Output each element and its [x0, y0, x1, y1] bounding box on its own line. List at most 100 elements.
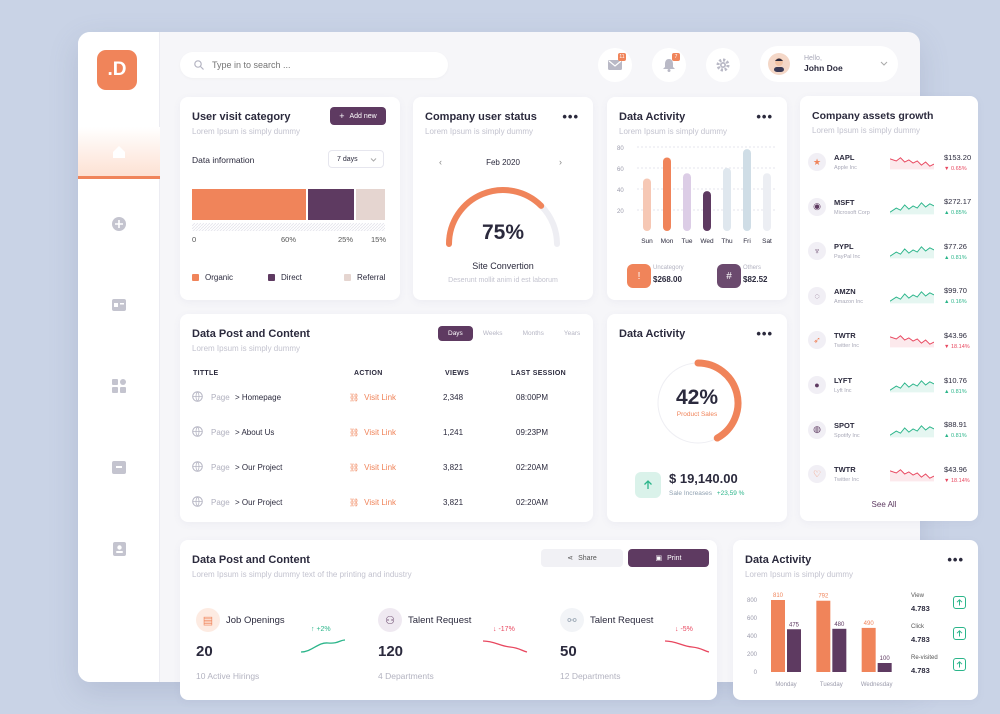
bar-wed — [703, 191, 711, 231]
user-greeting: Hello, — [804, 55, 822, 62]
row-type: Page — [211, 392, 230, 402]
range-select[interactable]: 7 days — [328, 150, 384, 168]
legend-direct-label: Direct — [281, 273, 302, 282]
see-all-link[interactable]: See All — [871, 500, 897, 509]
app-logo[interactable]: .D — [97, 50, 137, 90]
asset-change: ▲ 0.81% — [944, 389, 967, 395]
asset-row-twtr[interactable]: ♡ TWTR Twitter Inc $43.96 ▼ 18.14% — [808, 456, 974, 492]
visit-link[interactable]: ⛓ Visit Link — [349, 428, 443, 437]
metric-up-button[interactable] — [953, 658, 966, 671]
activity2-title: Data Activity — [619, 328, 686, 340]
asset-change: ▲ 0.85% — [944, 210, 971, 216]
row-views: 2,348 — [443, 392, 464, 402]
posts2-card: Data Post and Content Lorem Ipsum is sim… — [180, 540, 717, 700]
activity3-title: Data Activity — [745, 554, 812, 566]
asset-price: $88.91 — [944, 420, 967, 430]
next-month-button[interactable]: › — [559, 157, 562, 167]
pct-direct: 25% — [338, 235, 354, 244]
row-type: Page — [211, 497, 230, 507]
metric-value: 4.783 — [911, 666, 930, 675]
add-new-button[interactable]: + Add new — [330, 107, 386, 125]
more-options-icon[interactable]: ••• — [756, 109, 773, 124]
row-views: 3,821 — [443, 462, 464, 472]
sidebar-item-cards[interactable] — [78, 280, 160, 330]
avatar — [768, 53, 790, 75]
print-button[interactable]: ▣ Print — [628, 549, 709, 567]
legend-referral: Referral — [344, 273, 385, 282]
y-tick-label: 600 — [747, 616, 758, 622]
search-bar[interactable] — [180, 52, 448, 78]
tab-months[interactable]: Months — [522, 330, 544, 337]
notification-button[interactable]: 7 — [652, 48, 686, 82]
sidebar-item-inbox[interactable] — [78, 442, 160, 492]
gauge-label: Site Convertion — [472, 261, 534, 271]
arrow-up-icon — [956, 661, 963, 668]
asset-row-aapl[interactable]: ★ AAPL Apple Inc $153.20 ▼ 0.65% — [808, 144, 974, 180]
asset-price: $99.70 — [944, 286, 967, 296]
visit-link[interactable]: ⛓ Visit Link — [349, 463, 443, 472]
asset-name: AAPL Apple Inc — [834, 153, 886, 171]
print-label: Print — [667, 554, 682, 562]
sidebar-item-home[interactable] — [78, 127, 160, 179]
search-input[interactable] — [212, 60, 412, 70]
asset-row-spot[interactable]: ◍ SPOT Spotify Inc $88.91 ▲ 0.81% — [808, 412, 974, 448]
legend-organic: Organic — [192, 273, 233, 282]
sidebar-item-add[interactable] — [78, 199, 160, 249]
asset-price-block: $99.70 ▲ 0.16% — [944, 286, 967, 305]
triangle-up-icon: ▲ — [944, 254, 951, 261]
legend-swatch — [268, 274, 275, 282]
sidebar-item-dashboard[interactable] — [78, 361, 160, 411]
asset-ticker: LYFT — [834, 376, 853, 385]
tab-years[interactable]: Years — [563, 330, 581, 337]
metric-up-button[interactable] — [953, 596, 966, 609]
bar-sun — [643, 178, 651, 231]
asset-row-lyft[interactable]: ● LYFT Lyft Inc $10.76 ▲ 0.81% — [808, 367, 974, 403]
user-visit-subtitle: Lorem Ipsum is simply dummy — [192, 127, 301, 136]
asset-row-amzn[interactable]: ◌ AMZN Amazon Inc $99.70 ▲ 0.16% — [808, 278, 974, 314]
link-icon: ⛓ — [349, 497, 360, 507]
more-options-icon[interactable]: ••• — [756, 326, 773, 341]
metric-value: 4.783 — [911, 604, 930, 613]
asset-price: $153.20 — [944, 152, 972, 162]
metric-up-button[interactable] — [953, 627, 966, 640]
y-tick-label: 80 — [617, 146, 624, 152]
sidebar-item-contacts[interactable] — [78, 524, 160, 574]
y-tick-label: 40 — [617, 188, 624, 194]
y-tick-label: 400 — [747, 634, 758, 640]
visit-link[interactable]: ⛓ Visit Link — [349, 498, 443, 507]
asset-row-pypl[interactable]: ♆ PYPL PayPal Inc $77.26 ▲ 0.81% — [808, 233, 974, 269]
share-button[interactable]: ⋖ Share — [541, 549, 623, 567]
asset-ticker: TWTR — [834, 331, 856, 341]
mail-icon — [608, 60, 622, 70]
tab-weeks[interactable]: Weeks — [482, 330, 503, 337]
more-options-icon[interactable]: ••• — [947, 552, 964, 567]
sparkline-up — [890, 380, 934, 393]
mail-button[interactable]: 11 — [598, 48, 632, 82]
increase-value: +23,59 % — [716, 490, 745, 497]
visit-bar-segment-direct — [307, 189, 357, 220]
row-session: 02:20AM — [516, 462, 549, 472]
asset-row-twtr[interactable]: ➶ TWTR Twitter Inc $43.96 ▼ 18.14% — [808, 322, 974, 358]
gauge-chart — [446, 187, 560, 247]
prev-month-button[interactable]: ‹ — [439, 157, 442, 167]
settings-button[interactable] — [706, 48, 740, 82]
trend-line-down — [664, 640, 710, 653]
asset-row-msft[interactable]: ◉ MSFT Microsoft Corp $272.17 ▲ 0.85% — [808, 189, 974, 225]
row-title: > About Us — [235, 427, 275, 437]
donut-percent: 42% — [675, 386, 719, 409]
company-logo-icon: ♆ — [808, 242, 826, 261]
increase-label: Sale Increases +23,59 % — [669, 490, 744, 497]
asset-price-block: $272.17 ▲ 0.85% — [944, 197, 971, 216]
more-options-icon[interactable]: ••• — [562, 109, 579, 124]
company-logo-icon: ➶ — [808, 331, 826, 350]
share-label: Share — [578, 554, 597, 562]
user-menu[interactable]: Hello, John Doe — [760, 46, 898, 82]
data-activity-card-2: Data Activity ••• 42% Product Sales $ 19… — [607, 314, 787, 522]
tab-days[interactable]: Days — [438, 326, 473, 341]
bell-icon — [663, 59, 675, 72]
archive-icon — [112, 460, 126, 474]
visit-link[interactable]: ⛓ Visit Link — [349, 393, 443, 402]
uncategory-value: $268.00 — [653, 275, 682, 284]
stat-value: 50 — [560, 643, 577, 660]
stat-value: 20 — [196, 643, 213, 660]
